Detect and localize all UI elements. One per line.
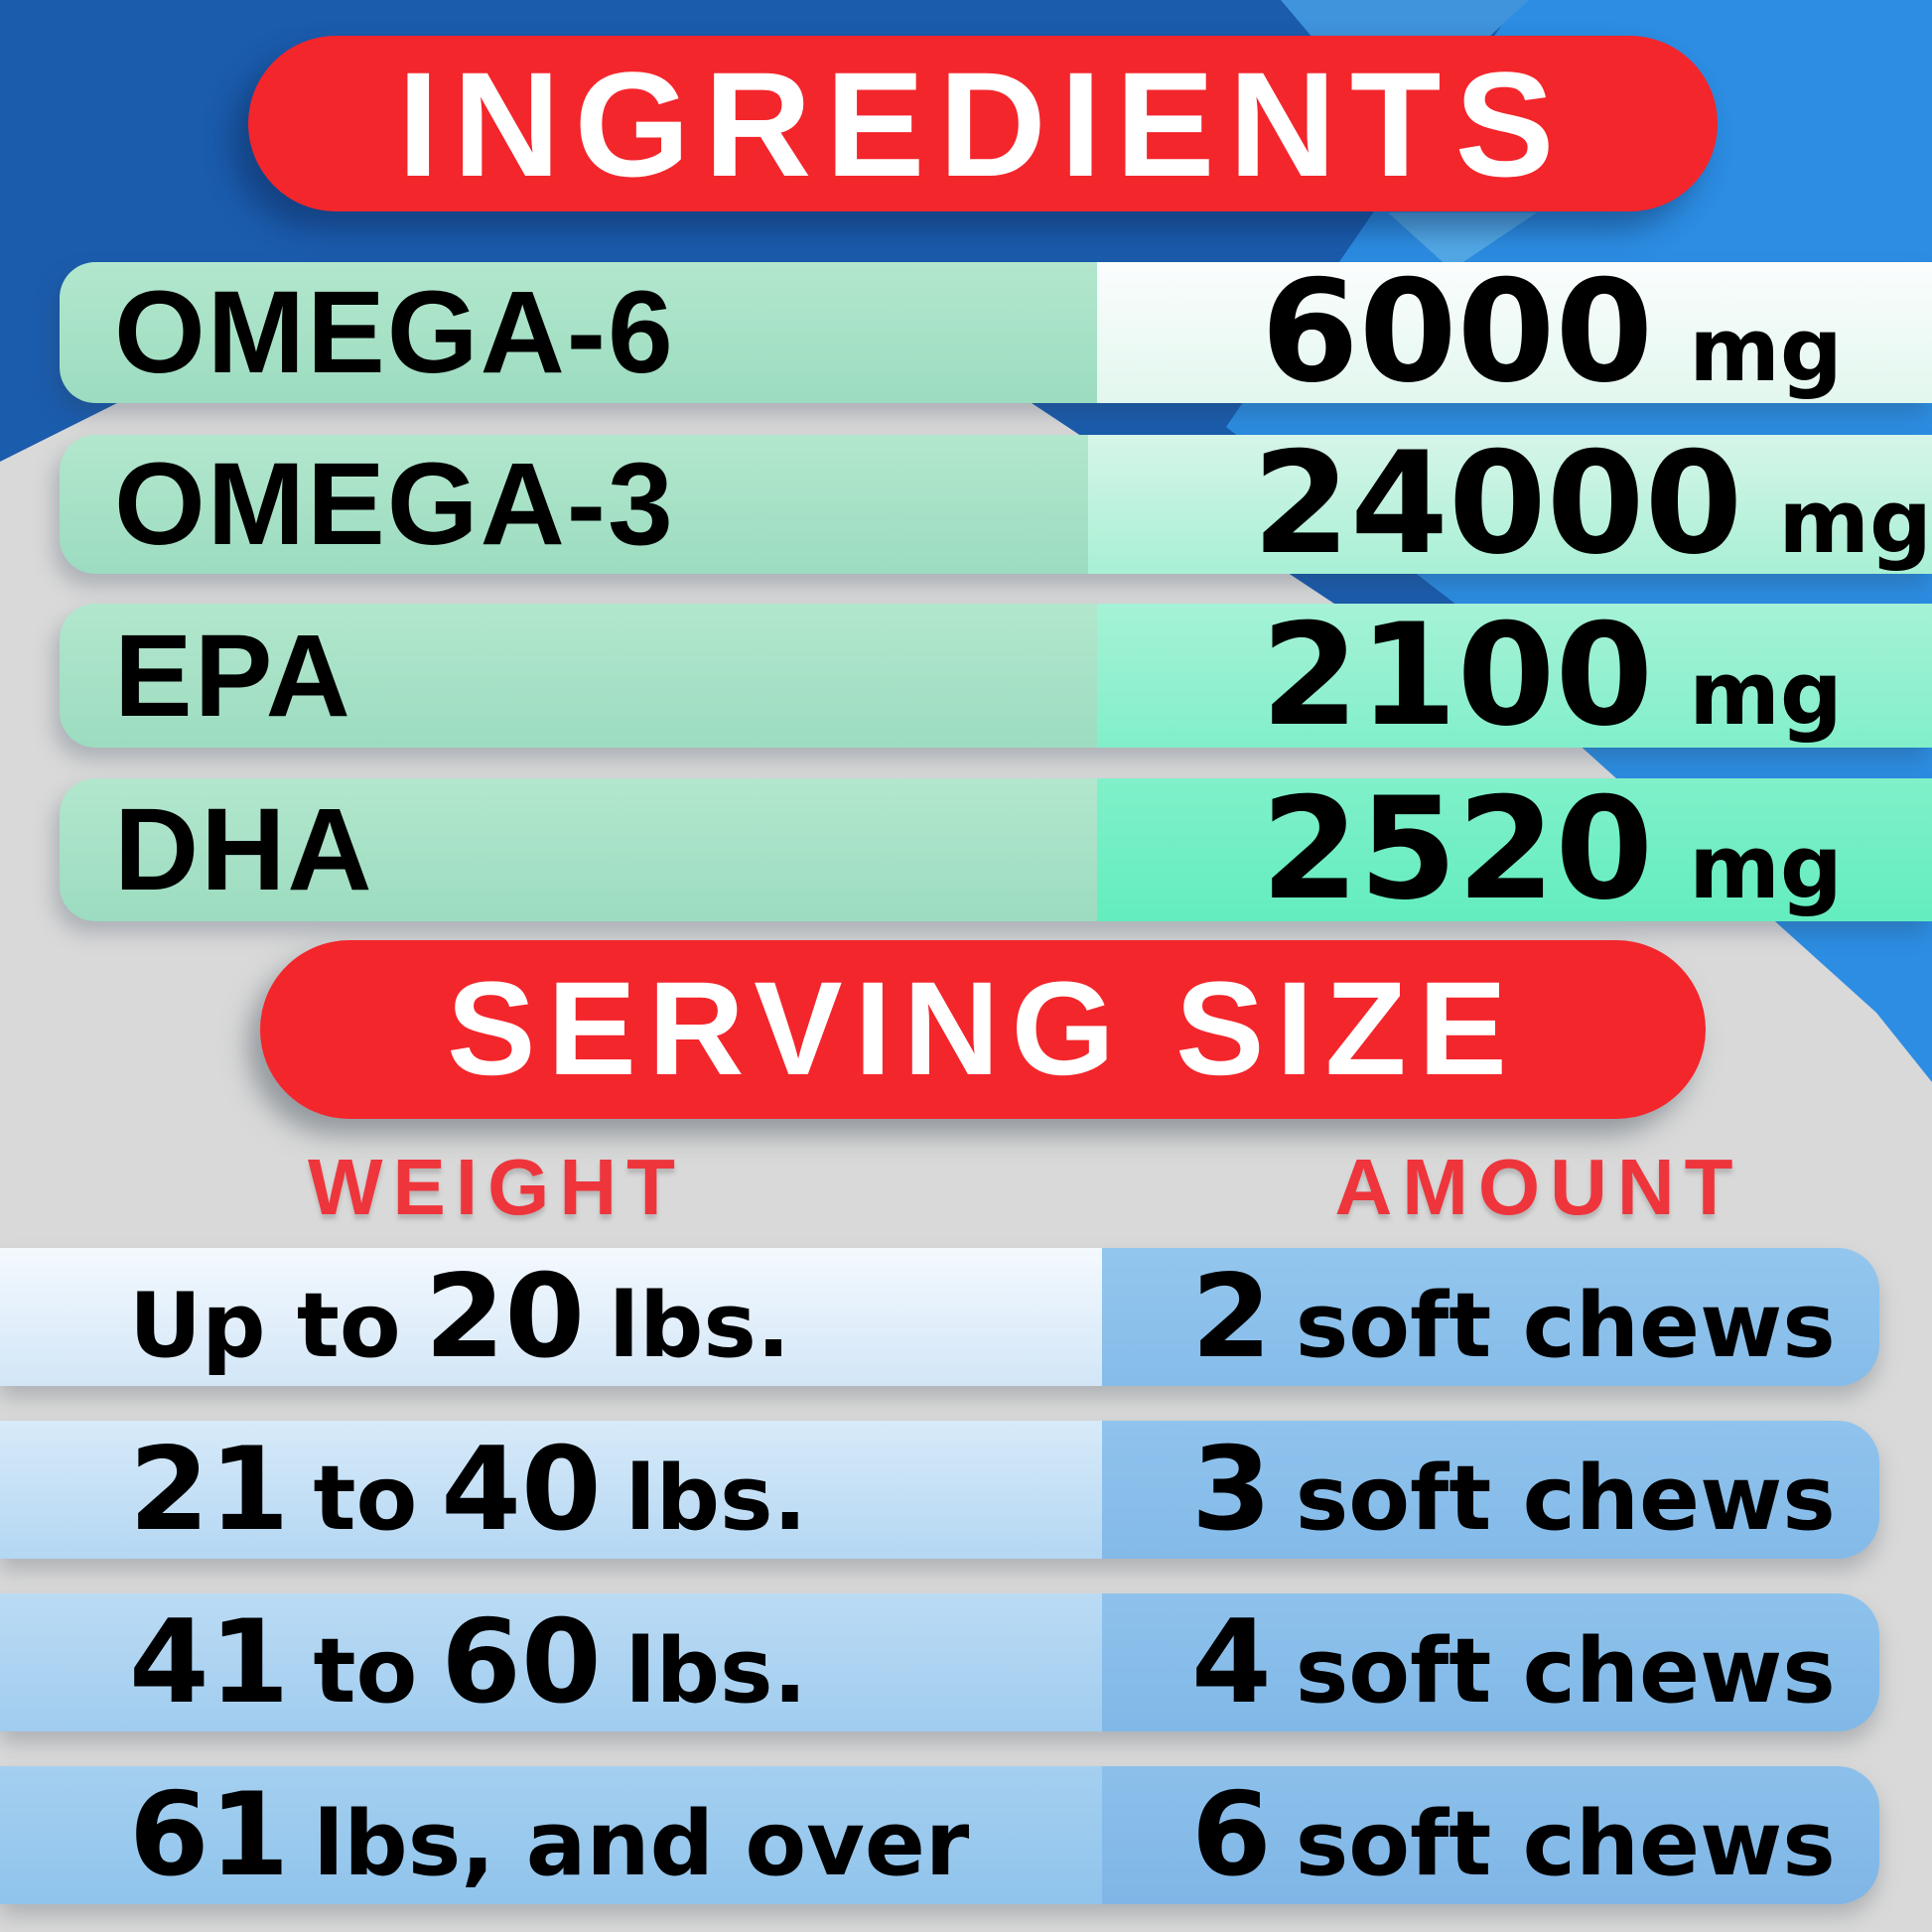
text-token: 6: [1191, 1767, 1272, 1902]
weight-text: 21 to 40 lbs.: [129, 1422, 807, 1557]
ingredient-row-epa: EPA 2100 mg: [60, 604, 1932, 748]
amount-text: 2 soft chews: [1191, 1249, 1836, 1384]
ingredient-value: 2520: [1261, 767, 1654, 931]
weight-cell: 41 to 60 lbs.: [0, 1593, 1102, 1731]
serving-row-1: Up to 20 lbs. 2 soft chews: [0, 1248, 1932, 1386]
text-token: soft chews: [1295, 1618, 1836, 1724]
ingredients-title: INGREDIENTS: [397, 40, 1569, 207]
ingredient-value-cell: 6000 mg: [1097, 262, 1932, 403]
text-token: 41: [129, 1594, 290, 1729]
text-token: lbs.: [624, 1618, 807, 1724]
ingredient-row-dha: DHA 2520 mg: [60, 778, 1932, 921]
ingredient-name: DHA: [114, 784, 374, 915]
amount-text: 3 soft chews: [1191, 1422, 1836, 1557]
weight-text: Up to 20 lbs.: [129, 1249, 791, 1384]
amount-text: 6 soft chews: [1191, 1767, 1836, 1902]
text-token: soft chews: [1295, 1446, 1836, 1551]
text-token: 40: [441, 1422, 602, 1557]
ingredient-unit: mg: [1689, 299, 1843, 401]
text-token: 21: [129, 1422, 290, 1557]
text-token: to: [313, 1618, 418, 1724]
ingredient-name-cell: OMEGA-3: [60, 435, 1089, 574]
text-token: 61: [129, 1767, 290, 1902]
weight-column-header: WEIGHT: [308, 1143, 685, 1231]
weight-text: 61 lbs, and over: [129, 1767, 970, 1902]
ingredient-name: EPA: [114, 610, 352, 742]
weight-cell: 61 lbs, and over: [0, 1766, 1102, 1904]
ingredient-value: 6000: [1261, 250, 1654, 414]
serving-size-title: SERVING SIZE: [447, 955, 1519, 1103]
serving-row-4: 61 lbs, and over 6 soft chews: [0, 1766, 1932, 1904]
text-token: soft chews: [1295, 1273, 1836, 1378]
ingredient-name: OMEGA-6: [114, 267, 675, 398]
ingredient-name-cell: EPA: [60, 604, 1097, 748]
text-token: soft chews: [1295, 1791, 1836, 1896]
amount-cell: 3 soft chews: [1102, 1421, 1879, 1559]
ingredient-value: 24000: [1252, 422, 1743, 586]
text-token: 4: [1191, 1594, 1272, 1729]
text-token: 20: [424, 1249, 586, 1384]
amount-text: 4 soft chews: [1191, 1594, 1836, 1729]
amount-cell: 2 soft chews: [1102, 1248, 1879, 1386]
ingredient-unit: mg: [1778, 471, 1932, 573]
ingredients-banner: INGREDIENTS: [248, 36, 1718, 211]
ingredient-name-cell: OMEGA-6: [60, 262, 1097, 403]
ingredient-name: OMEGA-3: [114, 439, 675, 570]
serving-row-2: 21 to 40 lbs. 3 soft chews: [0, 1421, 1932, 1559]
text-token: 60: [441, 1594, 602, 1729]
ingredient-unit: mg: [1689, 641, 1843, 745]
ingredient-unit: mg: [1689, 816, 1843, 918]
weight-cell: 21 to 40 lbs.: [0, 1421, 1102, 1559]
ingredient-value-cell: 24000 mg: [1088, 422, 1932, 586]
ingredient-value-cell: 2520 mg: [1097, 778, 1932, 921]
text-token: lbs.: [609, 1273, 791, 1378]
serving-size-banner: SERVING SIZE: [260, 940, 1706, 1119]
text-token: to: [313, 1446, 418, 1551]
text-token: 2: [1191, 1249, 1272, 1384]
ingredient-row-omega6: OMEGA-6 6000 mg: [60, 262, 1932, 403]
amount-cell: 4 soft chews: [1102, 1593, 1879, 1731]
ingredient-row-omega3: OMEGA-3 24000 mg: [60, 422, 1932, 586]
ingredient-name-cell: DHA: [60, 778, 1097, 921]
serving-row-3: 41 to 60 lbs. 4 soft chews: [0, 1593, 1932, 1731]
weight-cell: Up to 20 lbs.: [0, 1248, 1102, 1386]
text-token: Up to: [129, 1273, 401, 1378]
ingredient-value-cell: 2100 mg: [1097, 604, 1932, 748]
ingredient-value: 2100: [1261, 593, 1654, 758]
weight-text: 41 to 60 lbs.: [129, 1594, 807, 1729]
text-token: 3: [1191, 1422, 1272, 1557]
amount-cell: 6 soft chews: [1102, 1766, 1879, 1904]
text-token: lbs.: [624, 1446, 807, 1551]
text-token: lbs, and over: [313, 1791, 970, 1896]
amount-column-header: AMOUNT: [1334, 1143, 1743, 1231]
